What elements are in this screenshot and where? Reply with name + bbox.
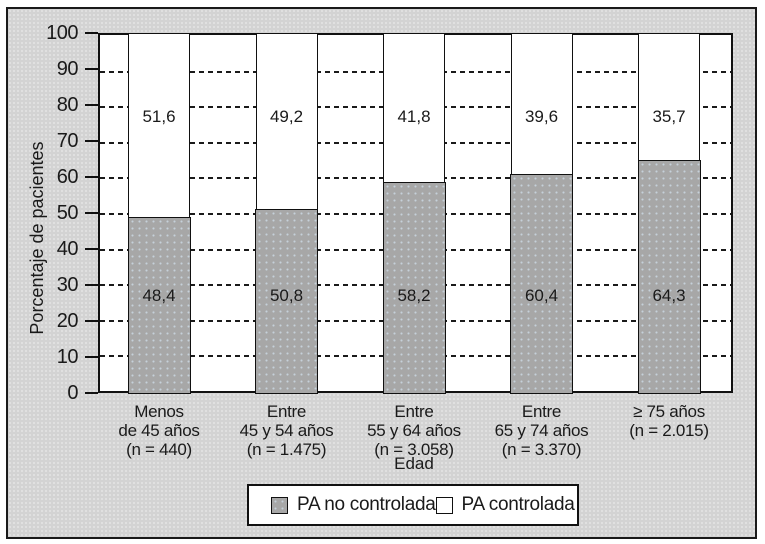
x-axis-category-line: Entre bbox=[266, 402, 307, 421]
y-axis-tick bbox=[85, 104, 98, 106]
x-axis-category-label: Entre 55 y 64 años (n = 3.058) bbox=[339, 402, 489, 459]
y-axis-tick-label: 40 bbox=[56, 238, 79, 260]
x-axis-category-line: (n = 2.015) bbox=[629, 421, 709, 440]
bar-segment-pa-no-controlada bbox=[637, 160, 701, 394]
y-axis-tick-label: 10 bbox=[56, 346, 79, 368]
legend-label: PA no controlada bbox=[297, 494, 436, 515]
x-axis-category-line: 65 y 74 años bbox=[494, 421, 589, 440]
y-axis-tick bbox=[85, 212, 98, 214]
y-axis-tick bbox=[85, 68, 98, 70]
bar-pa-controlada bbox=[255, 33, 318, 394]
x-axis-category-label: Menos de 45 años (n = 440) bbox=[84, 402, 234, 459]
x-axis-category-line: Entre bbox=[521, 402, 562, 421]
bar-pa-controlada bbox=[127, 33, 191, 394]
y-axis-tick-label: 80 bbox=[56, 94, 79, 116]
legend-item-pa-no-controlada: PA no controlada bbox=[271, 495, 436, 515]
value-label-pa-controlada: 51,6 bbox=[142, 107, 176, 126]
y-axis-tick bbox=[85, 284, 98, 286]
x-axis-category-line: (n = 440) bbox=[126, 440, 192, 459]
y-axis-tick bbox=[85, 320, 98, 322]
legend-label: PA controlada bbox=[461, 494, 575, 515]
x-axis-category-line: 55 y 64 años bbox=[367, 421, 461, 440]
bar-segment-pa-no-controlada bbox=[255, 208, 318, 394]
x-axis-category-line: (n = 3.058) bbox=[374, 440, 454, 459]
x-axis-category-label: Entre 65 y 74 años (n = 3.370) bbox=[467, 402, 617, 459]
value-label-pa-no-controlada: 58,2 bbox=[397, 286, 431, 305]
x-axis-category-line: Entre bbox=[394, 402, 434, 421]
y-axis-tick bbox=[85, 176, 98, 178]
y-axis-tick bbox=[85, 32, 98, 34]
y-axis-tick-label: 70 bbox=[56, 130, 79, 152]
value-label-pa-no-controlada: 64,3 bbox=[652, 286, 686, 305]
value-label-pa-controlada: 41,8 bbox=[397, 107, 431, 126]
value-label-pa-no-controlada: 60,4 bbox=[524, 286, 559, 305]
x-axis-category-line: (n = 3.370) bbox=[501, 440, 582, 459]
value-label-pa-no-controlada: 48,4 bbox=[142, 286, 176, 305]
x-axis-category-label: Entre 45 y 54 años (n = 1.475) bbox=[212, 402, 362, 459]
bar-pa-controlada bbox=[382, 33, 446, 394]
y-axis-tick-label: 30 bbox=[56, 274, 79, 296]
y-axis-tick bbox=[85, 140, 98, 142]
bar-segment-pa-no-controlada bbox=[127, 217, 191, 394]
x-axis-category-label: ≥ 75 años (n = 2.015) bbox=[594, 402, 744, 440]
bar-segment-pa-no-controlada bbox=[510, 174, 573, 394]
value-label-pa-no-controlada: 50,8 bbox=[269, 286, 304, 305]
bar-pa-controlada bbox=[637, 33, 701, 394]
legend: PA no controlada PA controlada bbox=[247, 484, 579, 526]
x-axis-title: Edad bbox=[394, 454, 434, 473]
value-label-pa-controlada: 49,2 bbox=[269, 107, 304, 126]
legend-swatch-white-icon bbox=[435, 496, 453, 514]
x-axis-category-line: 45 y 54 años bbox=[239, 421, 334, 440]
y-axis-tick bbox=[85, 248, 98, 250]
y-axis-tick-label: 0 bbox=[67, 382, 78, 404]
y-axis-tick bbox=[85, 392, 98, 394]
y-axis-tick-label: 60 bbox=[56, 166, 79, 188]
y-axis-tick-label: 50 bbox=[56, 202, 79, 224]
bar-segment-pa-no-controlada bbox=[382, 181, 446, 394]
y-axis-tick-label: 90 bbox=[56, 58, 79, 80]
x-axis-category-line: Menos bbox=[134, 402, 184, 421]
y-axis-tick-label: 100 bbox=[46, 22, 78, 44]
x-axis-category-line: de 45 años bbox=[118, 421, 200, 440]
bar-pa-controlada bbox=[510, 33, 573, 394]
y-axis-tick bbox=[85, 356, 98, 358]
x-axis-category-line: (n = 1.475) bbox=[246, 440, 327, 459]
legend-swatch-gray-icon bbox=[271, 496, 288, 514]
x-axis-category-line: ≥ 75 años bbox=[633, 402, 705, 421]
legend-item-pa-controlada: PA controlada bbox=[435, 494, 575, 515]
y-axis-tick-label: 20 bbox=[56, 310, 79, 332]
value-label-pa-controlada: 39,6 bbox=[524, 107, 559, 126]
value-label-pa-controlada: 35,7 bbox=[652, 107, 686, 126]
